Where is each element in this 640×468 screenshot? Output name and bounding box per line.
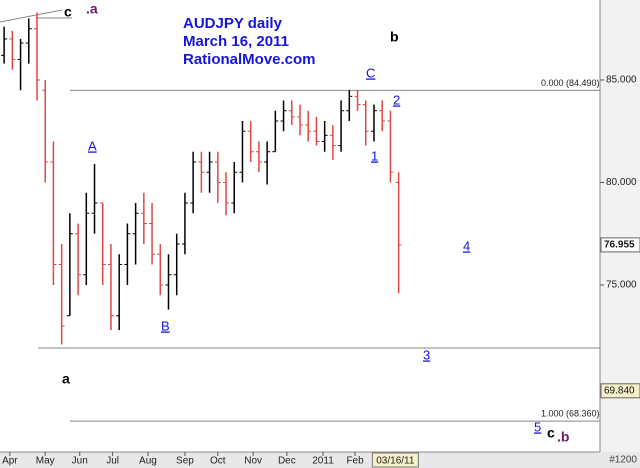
wave-label: A: [88, 138, 97, 153]
wave-label: C: [366, 65, 375, 80]
y-tick-label: 85.000: [606, 75, 637, 86]
wave-label: 4: [463, 238, 470, 253]
price-marker: [600, 237, 640, 253]
x-tick-label: May: [36, 456, 55, 467]
wave-label: 3: [423, 347, 430, 362]
price-marker-label: 69.840: [604, 385, 635, 396]
x-tick-label: Aug: [139, 456, 157, 467]
x-tick-label: Sep: [176, 456, 194, 467]
x-tick-label: Dec: [278, 456, 296, 467]
title-line: AUDJPY daily: [183, 15, 283, 32]
wave-label: 2: [393, 92, 400, 107]
date-axis-panel: [0, 452, 640, 468]
wave-label: .a: [86, 1, 98, 17]
x-tick-highlight: [371, 452, 419, 468]
x-tick-label: Oct: [210, 456, 226, 467]
footer: #1200: [609, 455, 637, 466]
wave-label: B: [161, 318, 170, 333]
price-marker-label: 76.955: [604, 240, 635, 251]
y-tick-label: 80.000: [606, 177, 637, 188]
wave-label: c: [64, 4, 72, 20]
level-label: 1.000 (68.360): [541, 409, 600, 419]
x-tick-label: 03/16/11: [376, 456, 415, 467]
x-tick-label: Apr: [2, 456, 18, 467]
wave-label: b: [390, 29, 399, 45]
x-tick-label: Jul: [106, 456, 119, 467]
title-line: March 16, 2011: [183, 33, 289, 50]
x-tick-label: Jun: [72, 456, 88, 467]
y-tick-label: 75.000: [606, 280, 637, 291]
wave-label: 5: [534, 419, 541, 434]
level-label: 0.000 (84.490): [541, 78, 600, 88]
x-tick-label: Nov: [244, 456, 262, 467]
x-tick-label: 2011: [312, 456, 334, 467]
price-axis-panel: [600, 0, 640, 452]
title-line: RationalMove.com: [183, 51, 316, 68]
wave-label: a: [62, 371, 70, 387]
wave-label: .b: [557, 429, 569, 445]
wave-label: c: [547, 425, 555, 441]
x-tick-label: Feb: [346, 456, 364, 467]
price-marker: [600, 383, 640, 399]
wave-label: 1: [371, 148, 378, 163]
trend-line: [0, 9, 63, 23]
